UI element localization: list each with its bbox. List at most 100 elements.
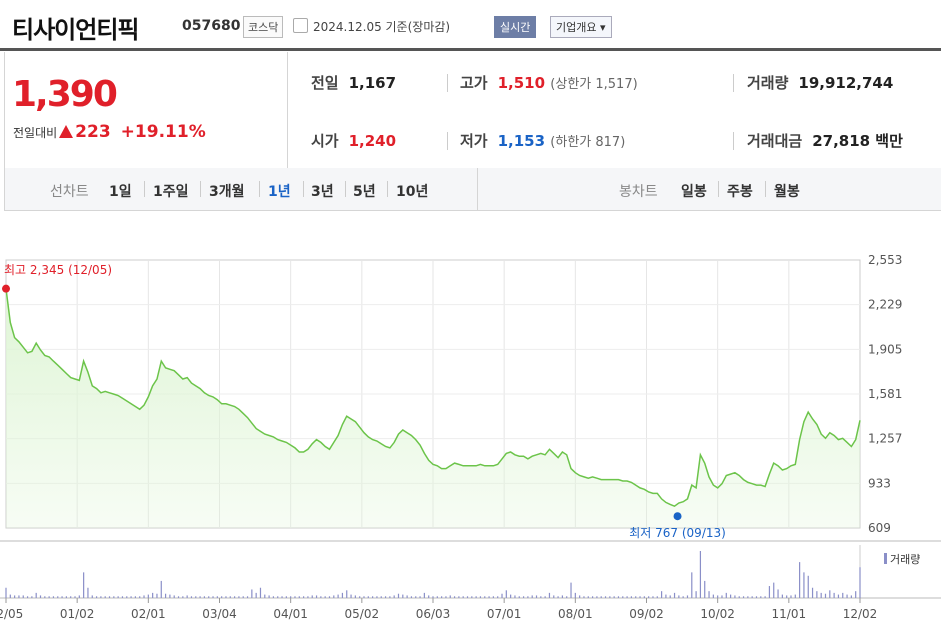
x-tick-label: 06/03 — [416, 607, 451, 621]
tab-divider — [200, 181, 201, 197]
volume-bar — [121, 596, 124, 598]
volume-bar — [712, 594, 714, 598]
volume-bar — [604, 596, 607, 598]
volume-bar — [777, 589, 779, 598]
trade-amount: 거래대금 27,818 백만 — [747, 130, 903, 151]
volume-bar — [126, 596, 128, 598]
volume-bar — [134, 596, 136, 598]
tab-divider — [303, 181, 304, 197]
volume-bar — [691, 572, 693, 598]
volume-bar — [833, 592, 835, 598]
x-tick-label: 10/02 — [700, 607, 735, 621]
volume-bar — [600, 596, 602, 598]
volume-bar — [492, 596, 494, 598]
volume-bar — [22, 595, 24, 598]
tab-3m[interactable]: 3개월 — [209, 184, 245, 200]
volume-bar — [596, 596, 598, 598]
volume-bar — [428, 595, 430, 598]
tab-divider — [345, 181, 346, 197]
volume-bar — [143, 595, 145, 598]
volume-bar — [540, 596, 542, 598]
volume-bar — [742, 596, 745, 598]
low-value: 1,153 — [497, 132, 546, 150]
volume-bar — [333, 595, 335, 598]
x-tick-label: 05/02 — [345, 607, 380, 621]
volume-bar — [725, 592, 727, 598]
tab-1y[interactable]: 1년 — [268, 184, 291, 200]
volume-bar — [475, 596, 477, 598]
volume-bar — [816, 591, 818, 598]
tab-3y[interactable]: 3년 — [311, 184, 334, 200]
volume-bar — [522, 596, 525, 598]
volume-bar — [423, 592, 425, 598]
volume: 거래량 19,912,744 — [747, 72, 893, 93]
min-annotation: 최저 767 (09/13) — [629, 526, 726, 540]
volume-bar — [255, 592, 257, 598]
low-price: 저가 1,153 (하한가 817) — [460, 130, 625, 151]
tab-monthly[interactable]: 월봉 — [774, 184, 800, 200]
volume-bar — [462, 596, 464, 598]
realtime-button[interactable]: 실시간 — [494, 16, 537, 38]
volume-bar — [91, 595, 93, 598]
stock-code: 057680 — [182, 18, 241, 34]
volume-bar — [83, 572, 85, 598]
volume-bar — [156, 593, 158, 598]
volume-bar — [708, 591, 710, 598]
volume-bar — [717, 595, 719, 598]
volume-bar — [626, 596, 628, 598]
volume-bar — [397, 593, 400, 598]
volume-bar — [811, 587, 814, 598]
volume-bar — [622, 596, 624, 598]
volume-bar — [660, 591, 663, 598]
x-tick-label: 12/02 — [843, 607, 878, 621]
volume-bar — [320, 596, 322, 598]
tab-1w[interactable]: 1주일 — [153, 184, 189, 200]
header-divider — [0, 48, 941, 51]
volume-bar — [315, 595, 318, 598]
volume-bar — [510, 594, 512, 598]
volume-bar — [233, 596, 236, 598]
x-tick-label: 03/04 — [202, 607, 237, 621]
tab-weekly[interactable]: 주봉 — [727, 184, 753, 200]
volume-value: 19,912,744 — [798, 74, 894, 92]
volume-bar — [229, 596, 231, 598]
volume-bar — [5, 587, 7, 598]
tab-5y[interactable]: 5년 — [353, 184, 376, 200]
volume-bar — [216, 596, 218, 598]
volume-bar — [195, 596, 197, 598]
low-label: 저가 — [460, 132, 488, 150]
tab-10y[interactable]: 10년 — [396, 184, 429, 200]
volume-bar — [311, 595, 313, 598]
volume-bar — [359, 596, 361, 598]
volume-bar — [505, 590, 507, 598]
volume-bar — [855, 591, 857, 598]
price-area — [6, 288, 860, 528]
volume-bar — [35, 592, 37, 598]
volume-bar — [566, 596, 568, 598]
amount-value: 27,818 백만 — [812, 132, 903, 150]
y-tick-label: 2,229 — [868, 298, 902, 312]
open-label: 시가 — [311, 132, 339, 150]
volume-bar — [432, 596, 434, 598]
tab-daily[interactable]: 일봉 — [681, 184, 707, 200]
tab-1d[interactable]: 1일 — [109, 184, 132, 200]
volume-bar — [48, 596, 50, 598]
volume-bar — [57, 596, 59, 598]
volume-bar — [591, 596, 594, 598]
max-annotation: 최고 2,345 (12/05) — [4, 263, 112, 277]
y-tick-label: 609 — [868, 521, 891, 535]
company-overview-dropdown[interactable]: 기업개요 ▾ — [550, 16, 612, 38]
divider — [733, 132, 734, 150]
quote-panel: 1,390 전일대비 223 +19.11% 전일 1,167 고가 1,510 (상한… — [4, 52, 941, 169]
high-price: 고가 1,510 (상한가 1,517) — [460, 72, 638, 93]
volume-bar — [380, 596, 382, 598]
x-tick-label: 12/05 — [0, 607, 23, 621]
volume-legend-swatch — [884, 553, 887, 564]
volume-bar — [859, 567, 861, 598]
volume-bar — [643, 596, 645, 598]
volume-bar — [678, 595, 680, 598]
volume-bar — [686, 595, 689, 598]
volume-bar — [44, 596, 46, 598]
volume-bar — [328, 596, 331, 598]
